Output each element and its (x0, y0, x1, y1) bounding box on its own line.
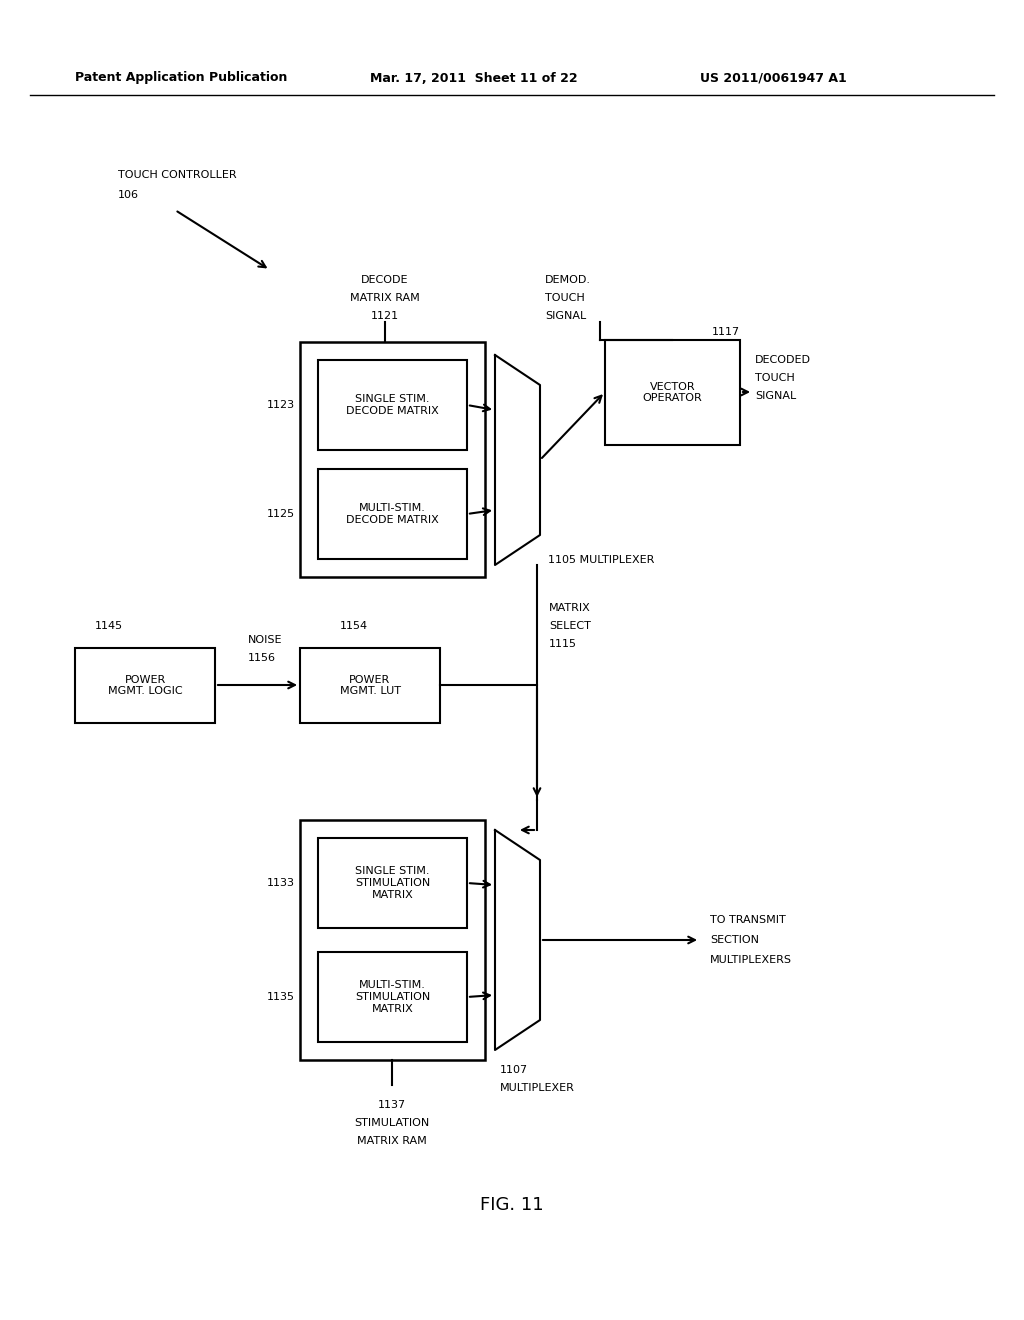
Text: SINGLE STIM.
DECODE MATRIX: SINGLE STIM. DECODE MATRIX (346, 395, 439, 416)
Text: 1135: 1135 (267, 993, 295, 1002)
Text: VECTOR
OPERATOR: VECTOR OPERATOR (643, 381, 702, 404)
Text: MULTI-STIM.
DECODE MATRIX: MULTI-STIM. DECODE MATRIX (346, 503, 439, 525)
Text: DECODE: DECODE (361, 275, 409, 285)
Text: US 2011/0061947 A1: US 2011/0061947 A1 (700, 71, 847, 84)
Text: MULTIPLEXER: MULTIPLEXER (500, 1082, 574, 1093)
Bar (318, 838, 467, 928)
Text: 1145: 1145 (95, 620, 123, 631)
Text: SECTION: SECTION (710, 935, 759, 945)
Text: TOUCH: TOUCH (755, 374, 795, 383)
Text: 1156: 1156 (248, 653, 276, 663)
Bar (300, 820, 485, 1060)
Bar (300, 648, 440, 723)
Text: 106: 106 (118, 190, 139, 201)
Text: 1154: 1154 (340, 620, 368, 631)
Bar (318, 952, 467, 1041)
Text: 1115: 1115 (549, 639, 577, 649)
Text: 1107: 1107 (500, 1065, 528, 1074)
Text: 1137: 1137 (378, 1100, 407, 1110)
Text: STIMULATION: STIMULATION (354, 1118, 430, 1129)
Text: MATRIX RAM: MATRIX RAM (350, 293, 420, 304)
Text: TO TRANSMIT: TO TRANSMIT (710, 915, 785, 925)
Text: SIGNAL: SIGNAL (755, 391, 797, 401)
Text: SIGNAL: SIGNAL (545, 312, 587, 321)
Text: SINGLE STIM.
STIMULATION
MATRIX: SINGLE STIM. STIMULATION MATRIX (355, 866, 430, 900)
Text: Patent Application Publication: Patent Application Publication (75, 71, 288, 84)
Text: Mar. 17, 2011  Sheet 11 of 22: Mar. 17, 2011 Sheet 11 of 22 (370, 71, 578, 84)
Text: MATRIX: MATRIX (549, 603, 591, 612)
Text: FIG. 11: FIG. 11 (480, 1196, 544, 1214)
Bar (605, 341, 740, 445)
Bar (75, 648, 215, 723)
Bar (318, 469, 467, 558)
Text: 1125: 1125 (267, 510, 295, 519)
Text: SELECT: SELECT (549, 620, 591, 631)
Text: TOUCH CONTROLLER: TOUCH CONTROLLER (118, 170, 237, 180)
Text: POWER
MGMT. LUT: POWER MGMT. LUT (340, 675, 400, 697)
Text: NOISE: NOISE (248, 635, 283, 645)
Text: 1117: 1117 (712, 327, 740, 337)
Text: TOUCH: TOUCH (545, 293, 585, 304)
Text: DECODED: DECODED (755, 355, 811, 366)
Text: MATRIX RAM: MATRIX RAM (357, 1137, 427, 1146)
Text: 1105 MULTIPLEXER: 1105 MULTIPLEXER (548, 554, 654, 565)
Text: MULTIPLEXERS: MULTIPLEXERS (710, 954, 792, 965)
Text: 1133: 1133 (267, 878, 295, 888)
Bar (300, 342, 485, 577)
Text: POWER
MGMT. LOGIC: POWER MGMT. LOGIC (108, 675, 182, 697)
Text: DEMOD.: DEMOD. (545, 275, 591, 285)
Text: 1121: 1121 (371, 312, 399, 321)
Bar (318, 360, 467, 450)
Text: MULTI-STIM.
STIMULATION
MATRIX: MULTI-STIM. STIMULATION MATRIX (355, 981, 430, 1014)
Text: 1123: 1123 (267, 400, 295, 411)
